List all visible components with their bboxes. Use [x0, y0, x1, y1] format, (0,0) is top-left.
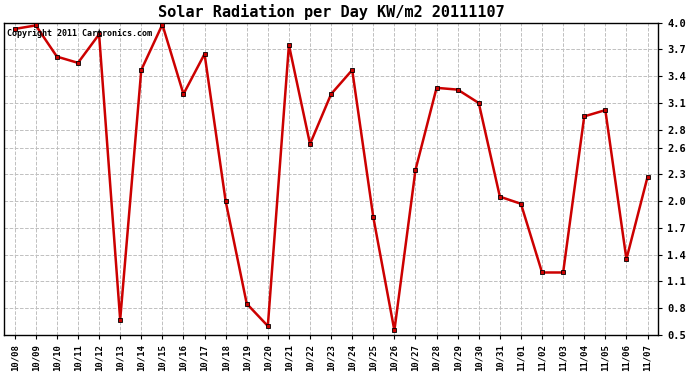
Title: Solar Radiation per Day KW/m2 20111107: Solar Radiation per Day KW/m2 20111107 [158, 4, 504, 20]
Text: Copyright 2011 Cartronics.com: Copyright 2011 Cartronics.com [8, 29, 152, 38]
